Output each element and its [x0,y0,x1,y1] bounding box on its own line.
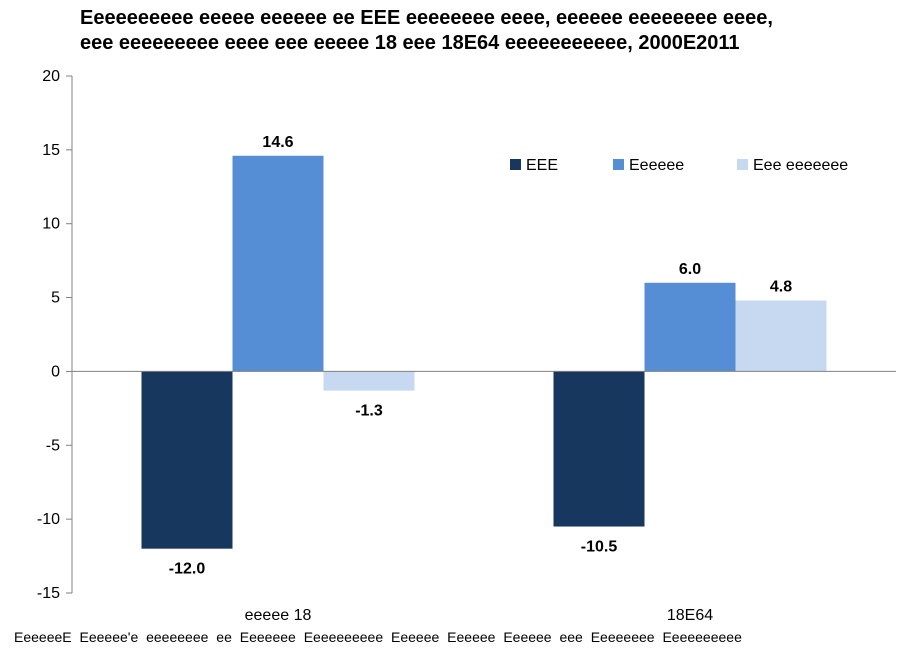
legend-label: EEE [526,157,558,174]
bar-0-2 [323,371,415,391]
y-tick-label: 5 [51,290,60,307]
data-label: -12.0 [169,561,206,578]
x-category-label: 18E64 [667,607,713,624]
chart-title-line-2: eee eeeeeeeee eeee eee eeeee 18 eee 18E6… [80,32,740,54]
y-tick-label: 0 [51,363,60,380]
source-note: EeeeeeE Eeeeee'e eeeeeeee ee Eeeeeee Eee… [14,629,742,645]
y-tick-label: -5 [46,437,60,454]
bar-1-1 [644,282,736,372]
legend-label: Eee eeeeeee [753,157,848,174]
data-label: 6.0 [679,261,701,278]
bar-1-0 [553,371,645,527]
data-label: -1.3 [355,403,383,420]
y-tick-label: -15 [37,585,60,602]
y-tick-label: 15 [42,142,60,159]
bar-0-1 [232,155,324,372]
legend-label: Eeeeee [629,157,684,174]
legend-swatch-2 [737,159,748,170]
y-tick-label: 10 [42,216,60,233]
legend-swatch-0 [510,159,521,170]
data-label: 4.8 [770,279,792,296]
x-category-label: eeeee 18 [245,607,312,624]
bar-0-0 [141,371,233,549]
y-tick-label: 20 [42,68,60,85]
legend-swatch-1 [613,159,624,170]
y-tick-label: -10 [37,511,60,528]
data-label: 14.6 [262,134,293,151]
bar-1-2 [735,300,827,372]
data-label: -10.5 [581,539,618,556]
chart-title-line-1: Eeeeeeeeee eeeee eeeeee ee EEE eeeeeeee … [80,7,773,29]
chart-title: Eeeeeeeeee eeeee eeeeee ee EEE eeeeeeee … [80,6,900,56]
